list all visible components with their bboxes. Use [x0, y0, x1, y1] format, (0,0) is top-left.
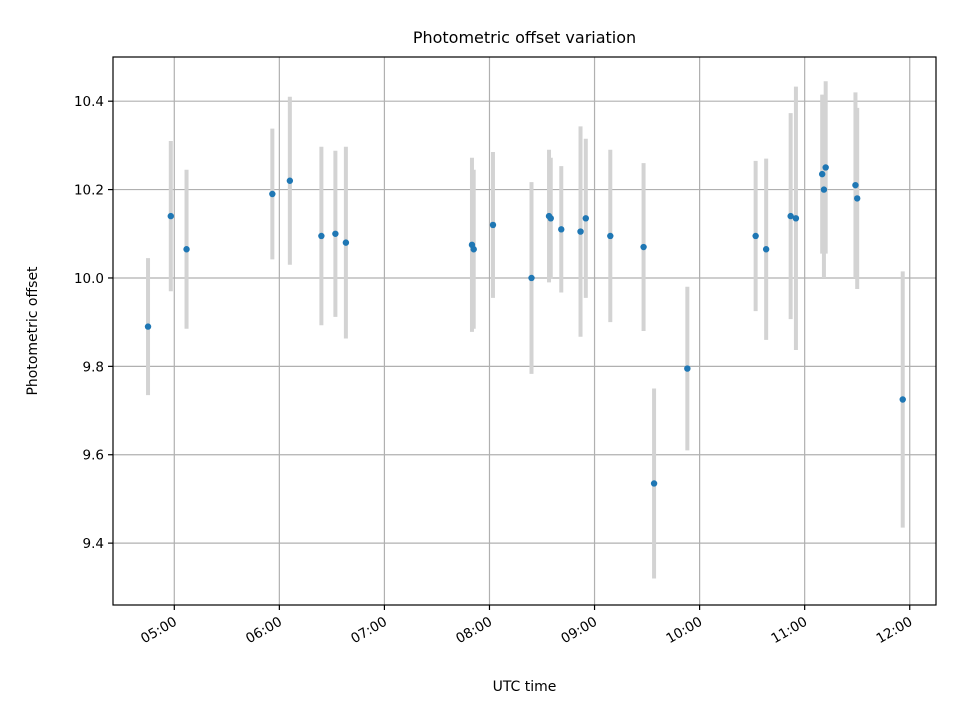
data-point: [332, 230, 339, 237]
data-point: [582, 215, 589, 222]
data-points: [144, 164, 906, 487]
data-point: [167, 212, 174, 220]
data-point: [787, 212, 794, 220]
y-tick-label: 10.0: [74, 271, 104, 287]
y-tick-label: 9.8: [83, 359, 104, 375]
data-point: [286, 177, 294, 184]
data-point: [607, 232, 614, 240]
y-tick-label: 9.6: [83, 448, 104, 464]
data-point: [792, 215, 800, 222]
y-axis-label: Photometric offset: [25, 266, 41, 396]
data-point: [342, 239, 350, 246]
data-point: [577, 228, 584, 235]
data-point: [318, 232, 325, 240]
data-point: [650, 480, 658, 487]
data-point: [818, 170, 826, 178]
grid-lines: [113, 57, 936, 605]
data-point: [528, 274, 535, 282]
data-point: [183, 246, 190, 253]
data-point: [854, 195, 861, 202]
y-axis: 9.4 9.6 9.8 10.0 10.2 10.4: [74, 94, 113, 552]
y-tick-label: 9.4: [83, 536, 104, 552]
y-tick-label: 10.2: [74, 183, 104, 199]
data-point: [640, 243, 647, 251]
data-point: [762, 246, 770, 253]
data-point: [752, 232, 759, 240]
data-point: [852, 181, 859, 189]
chart-title: Photometric offset variation: [413, 28, 636, 47]
data-point: [489, 221, 497, 229]
data-point: [144, 323, 152, 330]
data-point: [899, 396, 906, 403]
data-point: [547, 215, 554, 222]
y-tick-label: 10.4: [74, 94, 104, 110]
data-point: [470, 246, 477, 253]
plot-area-frame: [112, 56, 937, 606]
x-axis-label: UTC time: [493, 679, 557, 695]
data-point: [269, 190, 276, 198]
data-point: [684, 365, 691, 372]
data-point: [558, 226, 565, 233]
data-point: [820, 186, 828, 193]
data-point: [822, 164, 829, 171]
